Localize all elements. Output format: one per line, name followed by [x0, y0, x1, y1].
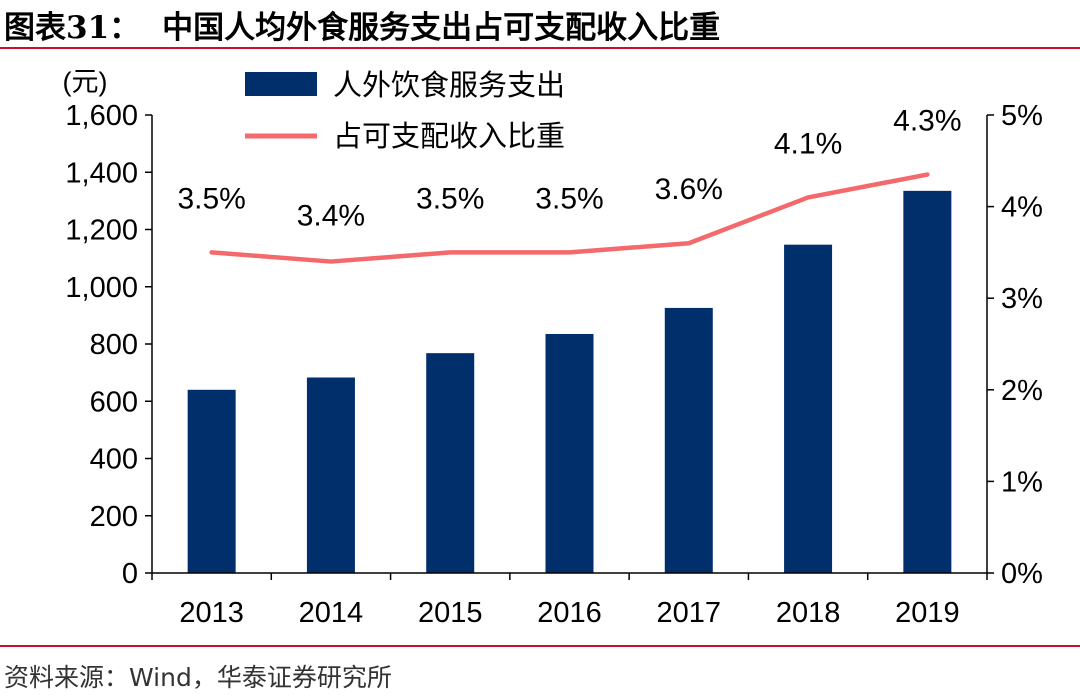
line-data-label: 3.5%	[535, 182, 603, 215]
y-left-tick-label: 1,400	[65, 157, 138, 189]
line-data-label: 3.4%	[297, 200, 365, 233]
figure-title-text: 中国人均外食服务支出占可支配收入比重	[162, 10, 721, 46]
x-tick-label: 2017	[657, 597, 722, 629]
line-data-label: 4.1%	[774, 127, 842, 160]
legend-swatch-bar	[245, 72, 317, 96]
y-right-tick-label: 4%	[1001, 192, 1043, 224]
legend-label-line: 占可支配收入比重	[333, 120, 565, 153]
bar-2016	[545, 333, 594, 573]
bar-2014	[306, 377, 355, 573]
line-series-ratio	[209, 172, 930, 264]
x-tick-label: 2018	[776, 597, 841, 629]
source-divider	[0, 645, 1080, 647]
y-left-tick-label: 1,600	[65, 100, 138, 132]
line-data-label: 3.5%	[177, 182, 245, 215]
y-right-tick-label: 2%	[1001, 375, 1043, 407]
bar-2017	[664, 307, 713, 573]
y-right-tick-label: 0%	[1001, 558, 1043, 590]
y-left-tick-label: 1,200	[65, 215, 138, 247]
y-left-tick-label: 200	[90, 501, 138, 533]
y-right-tick-label: 3%	[1001, 283, 1043, 315]
y-left-tick-label: 1,000	[65, 272, 138, 304]
figure-title: 图表31： 中国人均外食服务支出占可支配收入比重	[4, 2, 720, 47]
bar-2018	[784, 244, 833, 573]
y-left-unit-label: (元)	[63, 67, 108, 97]
x-tick-label: 2019	[895, 597, 960, 629]
line-data-label: 3.5%	[416, 182, 484, 215]
bar-2015	[426, 353, 475, 573]
x-tick-label: 2015	[418, 597, 483, 629]
chart: 0 200 400 600 800 1,000 1,200 1,400 1,600 0% 1% 2% 3…	[63, 67, 1043, 629]
y-left-tick-label: 800	[90, 329, 138, 361]
y-left-tick-label: 600	[90, 386, 138, 418]
y-right-tick-label: 1%	[1001, 466, 1043, 498]
x-tick-label: 2014	[299, 597, 364, 629]
title-divider	[0, 47, 1080, 49]
line-data-label: 4.3%	[893, 105, 961, 138]
y-right-tick-label: 5%	[1001, 100, 1043, 132]
figure-label: 图表31：	[4, 10, 141, 46]
legend-label-bar: 人外饮食服务支出	[333, 69, 565, 102]
bar-2013	[187, 389, 236, 573]
x-tick-label: 2013	[179, 597, 244, 629]
y-left-tick-label: 400	[90, 444, 138, 476]
x-tick-label: 2016	[537, 597, 602, 629]
bar-2019	[903, 190, 952, 573]
source-note: 资料来源：Wind，华泰证券研究所	[4, 663, 392, 692]
y-left-tick-label: 0	[122, 558, 138, 590]
line-data-label: 3.6%	[655, 173, 723, 206]
